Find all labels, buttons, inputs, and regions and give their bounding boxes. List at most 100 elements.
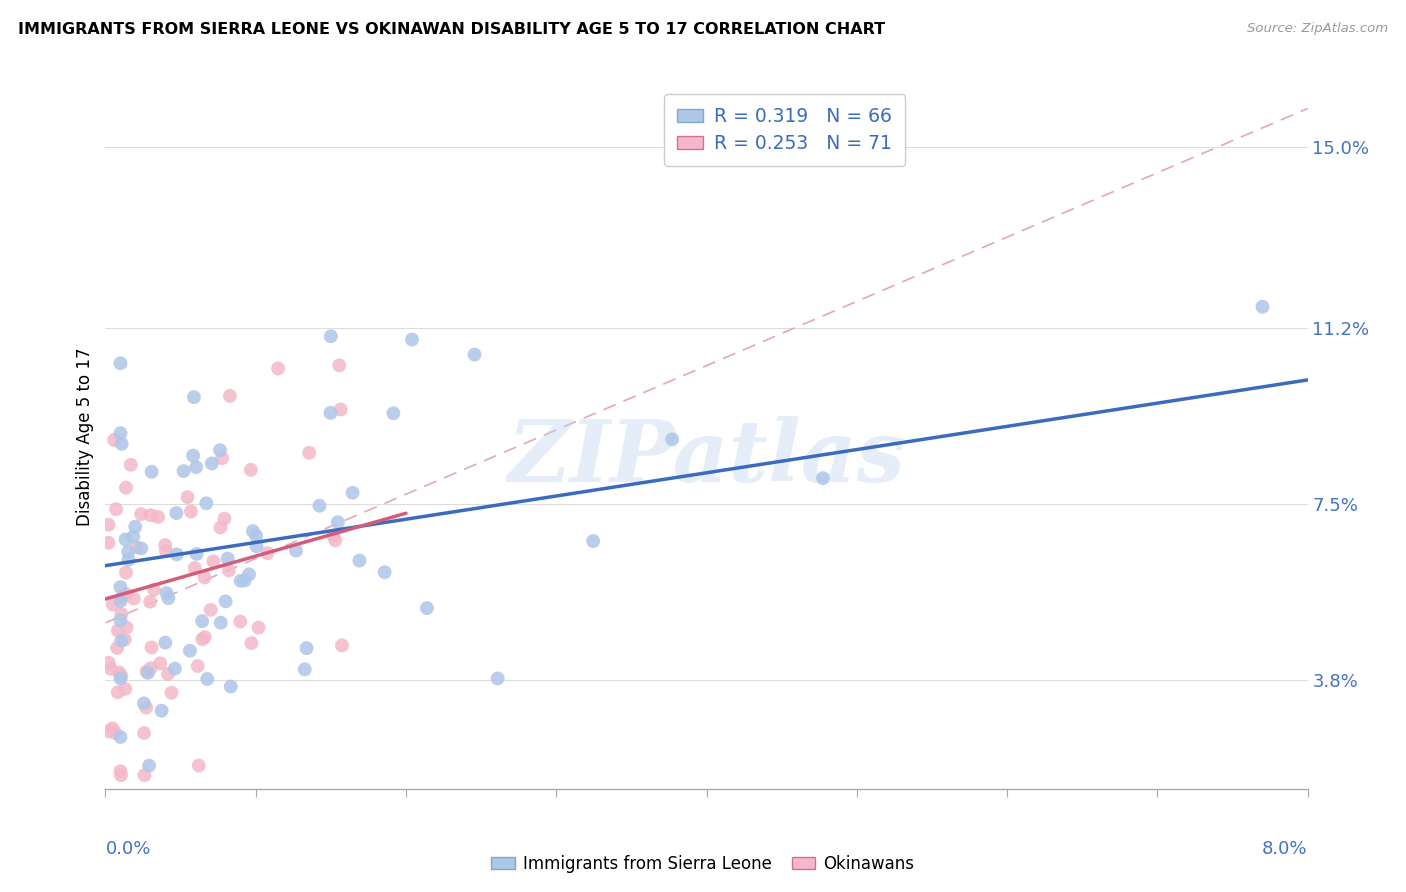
Point bbox=[105, 502, 128, 516]
Point bbox=[163, 662, 186, 676]
Legend: R = 0.319   N = 66, R = 0.253   N = 71: R = 0.319 N = 66, R = 0.253 N = 71 bbox=[664, 95, 905, 166]
Point bbox=[209, 443, 232, 458]
Point bbox=[110, 426, 132, 441]
Point bbox=[115, 481, 138, 495]
Point bbox=[110, 613, 132, 627]
Point bbox=[342, 485, 364, 500]
Point bbox=[97, 517, 120, 532]
Point bbox=[135, 700, 157, 714]
Point bbox=[110, 607, 132, 621]
Point bbox=[582, 534, 605, 549]
Point bbox=[115, 587, 138, 601]
Point bbox=[97, 724, 120, 739]
Point bbox=[295, 641, 318, 656]
Point bbox=[122, 591, 145, 606]
Point bbox=[200, 603, 222, 617]
Point bbox=[214, 511, 236, 525]
Point bbox=[322, 528, 344, 542]
Point bbox=[187, 659, 209, 673]
Point bbox=[141, 465, 163, 479]
Point bbox=[120, 458, 142, 472]
Point bbox=[165, 506, 187, 520]
Point bbox=[329, 402, 352, 417]
Point bbox=[97, 536, 120, 550]
Point bbox=[135, 665, 157, 679]
Point bbox=[229, 574, 252, 588]
Point bbox=[202, 554, 225, 568]
Point bbox=[233, 574, 256, 588]
Point bbox=[114, 632, 136, 647]
Point bbox=[129, 541, 152, 556]
Point bbox=[401, 333, 423, 347]
Point bbox=[110, 580, 132, 594]
Point bbox=[242, 524, 264, 538]
Point bbox=[117, 545, 139, 559]
Point bbox=[661, 433, 683, 447]
Point bbox=[155, 538, 177, 552]
Point bbox=[122, 530, 145, 544]
Point bbox=[1251, 300, 1274, 314]
Point bbox=[125, 541, 148, 555]
Point bbox=[463, 348, 485, 362]
Legend: Immigrants from Sierra Leone, Okinawans: Immigrants from Sierra Leone, Okinawans bbox=[485, 848, 921, 880]
Point bbox=[117, 552, 139, 566]
Point bbox=[107, 624, 129, 638]
Point bbox=[138, 758, 160, 772]
Point bbox=[195, 496, 218, 510]
Point bbox=[811, 471, 834, 485]
Point bbox=[166, 548, 188, 562]
Point bbox=[330, 639, 353, 653]
Point bbox=[110, 764, 132, 779]
Point bbox=[100, 662, 122, 676]
Point bbox=[146, 509, 169, 524]
Point bbox=[110, 730, 132, 744]
Point bbox=[308, 499, 330, 513]
Text: Source: ZipAtlas.com: Source: ZipAtlas.com bbox=[1247, 22, 1388, 36]
Point bbox=[209, 520, 232, 534]
Point bbox=[111, 591, 134, 605]
Point bbox=[319, 406, 342, 420]
Point bbox=[184, 561, 207, 575]
Point bbox=[115, 566, 138, 580]
Point bbox=[416, 601, 439, 615]
Point bbox=[219, 680, 242, 694]
Point bbox=[110, 633, 132, 648]
Point bbox=[132, 726, 155, 740]
Point bbox=[149, 657, 172, 671]
Point bbox=[218, 563, 240, 577]
Point bbox=[107, 685, 129, 699]
Point bbox=[285, 543, 308, 558]
Point bbox=[229, 615, 252, 629]
Point bbox=[110, 669, 132, 683]
Point bbox=[214, 594, 236, 608]
Point bbox=[101, 598, 124, 612]
Point bbox=[110, 671, 132, 685]
Point bbox=[132, 697, 155, 711]
Point bbox=[256, 546, 278, 560]
Point bbox=[103, 433, 125, 447]
Point bbox=[326, 515, 349, 529]
Point bbox=[245, 529, 267, 543]
Point bbox=[191, 614, 214, 628]
Point bbox=[219, 389, 242, 403]
Point bbox=[110, 356, 132, 370]
Point bbox=[211, 451, 233, 466]
Point bbox=[160, 686, 183, 700]
Point bbox=[209, 615, 232, 630]
Point bbox=[156, 586, 179, 600]
Point bbox=[139, 661, 162, 675]
Point bbox=[173, 464, 195, 478]
Point bbox=[186, 547, 208, 561]
Point bbox=[245, 539, 267, 553]
Point bbox=[349, 553, 371, 567]
Point bbox=[184, 460, 207, 475]
Text: IMMIGRANTS FROM SIERRA LEONE VS OKINAWAN DISABILITY AGE 5 TO 17 CORRELATION CHAR: IMMIGRANTS FROM SIERRA LEONE VS OKINAWAN… bbox=[18, 22, 886, 37]
Point bbox=[114, 533, 136, 547]
Point bbox=[195, 672, 218, 686]
Point bbox=[139, 508, 162, 522]
Point bbox=[181, 449, 204, 463]
Y-axis label: Disability Age 5 to 17: Disability Age 5 to 17 bbox=[76, 348, 94, 526]
Point bbox=[141, 640, 163, 655]
Point bbox=[238, 567, 260, 582]
Point bbox=[486, 672, 509, 686]
